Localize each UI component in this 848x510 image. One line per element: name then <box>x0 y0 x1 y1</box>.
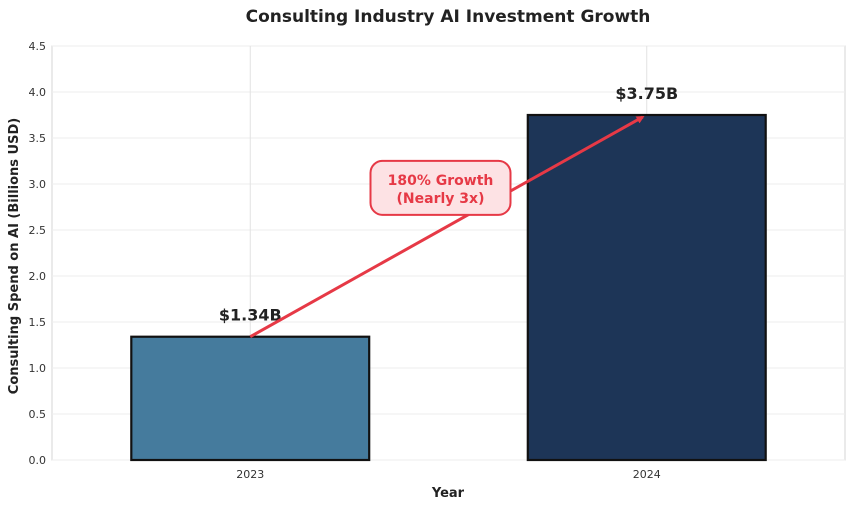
x-tick-label: 2023 <box>236 468 264 481</box>
y-tick-label: 0.0 <box>29 454 47 467</box>
y-tick-label: 2.0 <box>29 270 47 283</box>
bar <box>130 335 371 462</box>
bars <box>130 113 767 462</box>
value-label: $1.34B <box>219 306 282 325</box>
y-tick-label: 1.5 <box>29 316 47 329</box>
y-tick-label: 4.5 <box>29 40 47 53</box>
x-tick-label: 2024 <box>633 468 661 481</box>
bar <box>526 113 767 462</box>
value-labels: $1.34B $3.75B <box>219 84 678 325</box>
growth-annotation-line2: (Nearly 3x) <box>397 191 485 207</box>
y-tick-label: 3.5 <box>29 132 47 145</box>
y-tick-label: 0.5 <box>29 408 47 421</box>
y-tick-label: 2.5 <box>29 224 47 237</box>
y-tick-label: 4.0 <box>29 86 47 99</box>
x-axis-ticks: 2023 2024 <box>236 468 661 481</box>
growth-annotation-line1: 180% Growth <box>388 173 494 189</box>
growth-annotation-box <box>369 159 512 216</box>
y-axis-label: Consulting Spend on AI (Billions USD) <box>7 118 22 394</box>
growth-arrow <box>249 115 645 339</box>
x-axis-label: Year <box>431 486 465 501</box>
value-label: $3.75B <box>615 84 678 103</box>
y-tick-label: 3.0 <box>29 178 47 191</box>
growth-annotation: 180% Growth (Nearly 3x) <box>249 115 645 339</box>
y-tick-label: 1.0 <box>29 362 47 375</box>
chart-title: Consulting Industry AI Investment Growth <box>246 7 651 27</box>
y-axis-ticks: 0.0 0.5 1.0 1.5 2.0 2.5 3.0 3.5 4.0 4.5 <box>29 40 47 467</box>
